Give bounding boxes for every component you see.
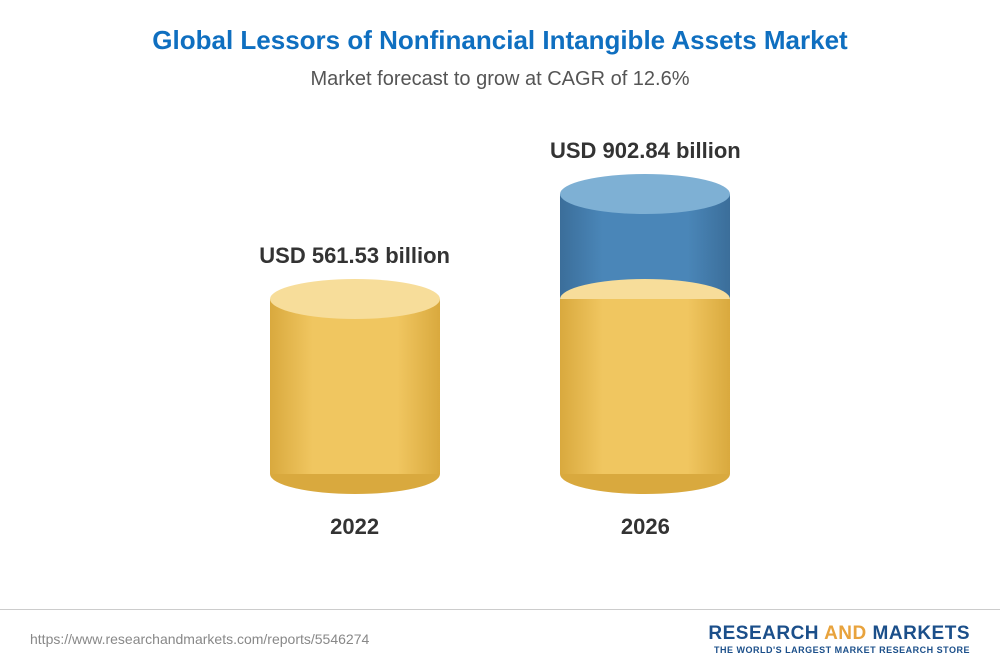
cylinder-2022: USD 561.53 billion 2022 [259, 243, 450, 540]
brand-word-research: RESEARCH [708, 623, 819, 644]
chart-container: Global Lessors of Nonfinancial Intangibl… [0, 0, 1000, 600]
chart-area: USD 561.53 billion 2022 USD 902.84 billion… [40, 121, 960, 600]
value-label: USD 561.53 billion [259, 243, 450, 269]
value-label: USD 902.84 billion [550, 138, 741, 164]
cylinder-body [560, 194, 730, 474]
brand-word-markets: MARKETS [873, 623, 970, 644]
brand-word-and: AND [819, 623, 873, 644]
cylinder-segment [270, 299, 440, 474]
brand-name: RESEARCH AND MARKETS [708, 623, 970, 645]
cylinder-2026: USD 902.84 billion 2026 [550, 138, 741, 540]
cylinder-body [270, 299, 440, 474]
year-label: 2026 [621, 514, 670, 540]
brand-tagline: THE WORLD'S LARGEST MARKET RESEARCH STOR… [708, 645, 970, 655]
footer: https://www.researchandmarkets.com/repor… [0, 609, 1000, 667]
chart-subtitle: Market forecast to grow at CAGR of 12.6% [40, 68, 960, 91]
cylinder-top-ellipse [270, 279, 440, 319]
brand-block: RESEARCH AND MARKETS THE WORLD'S LARGEST… [708, 623, 970, 655]
source-url: https://www.researchandmarkets.com/repor… [30, 631, 369, 647]
chart-title: Global Lessors of Nonfinancial Intangibl… [40, 25, 960, 56]
cylinder-segment [560, 299, 730, 474]
cylinder-top-ellipse [560, 174, 730, 214]
year-label: 2022 [330, 514, 379, 540]
